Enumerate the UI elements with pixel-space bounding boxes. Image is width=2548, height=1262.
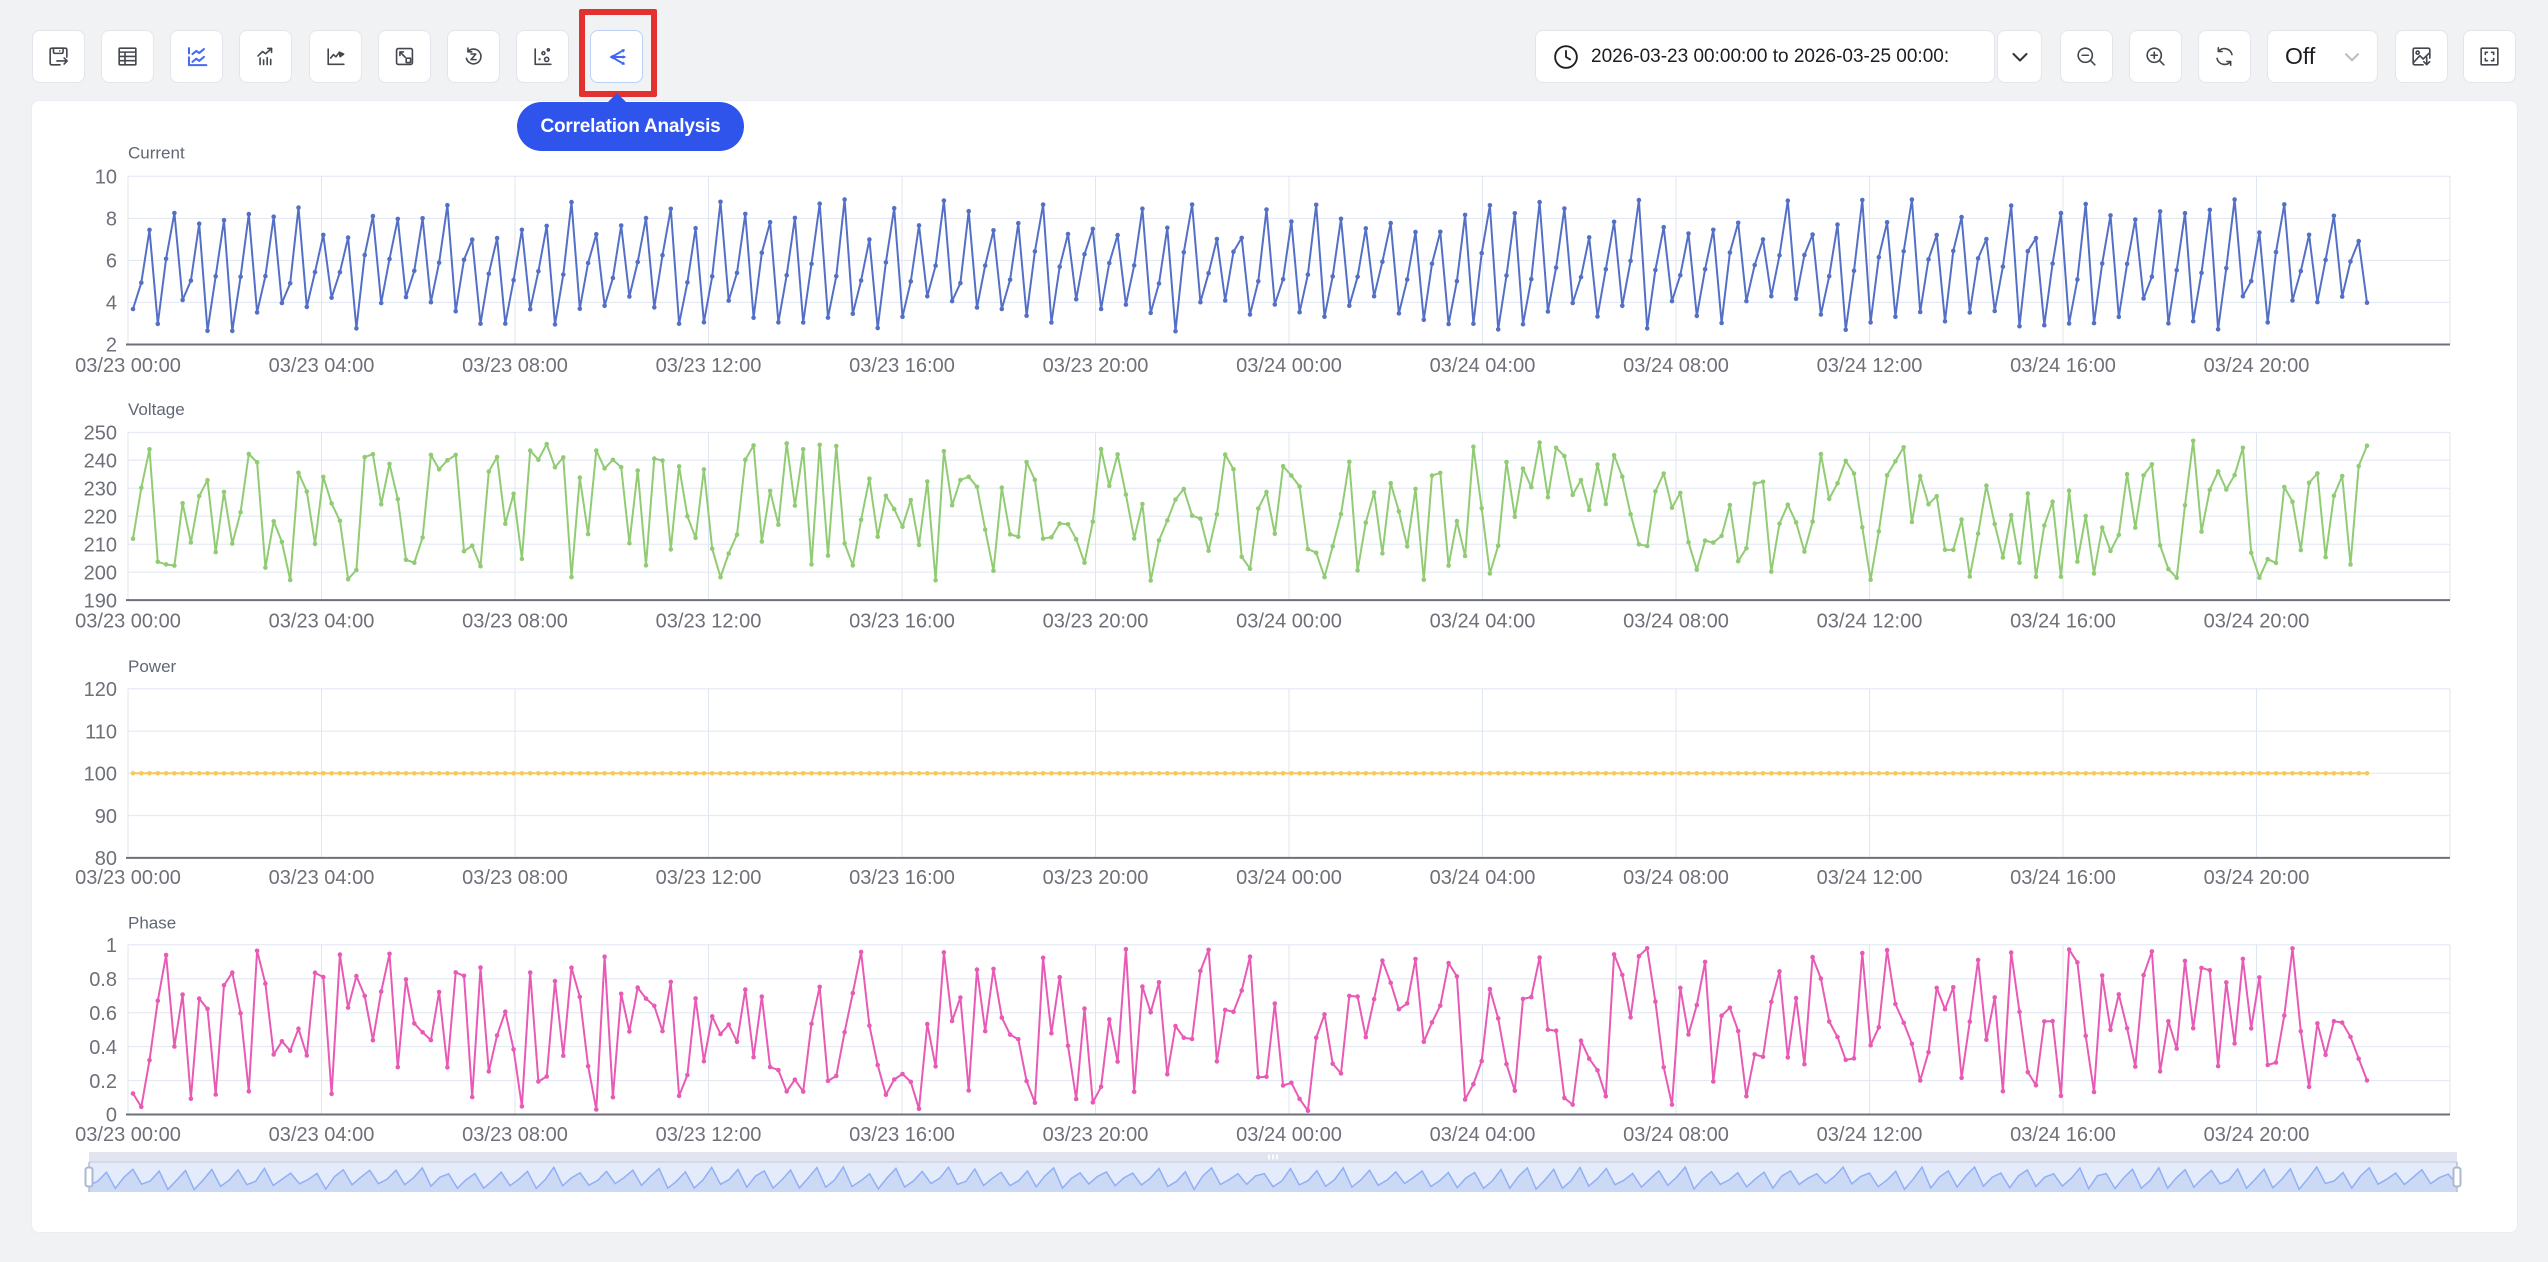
svg-text:03/24 00:00: 03/24 00:00 bbox=[1236, 867, 1342, 889]
svg-text:230: 230 bbox=[84, 479, 117, 501]
svg-text:6: 6 bbox=[106, 251, 117, 273]
svg-text:03/23 16:00: 03/23 16:00 bbox=[849, 355, 955, 377]
svg-text:03/24 04:00: 03/24 04:00 bbox=[1430, 1124, 1536, 1146]
svg-text:03/23 08:00: 03/23 08:00 bbox=[462, 355, 568, 377]
svg-text:03/24 20:00: 03/24 20:00 bbox=[2204, 355, 2310, 377]
svg-text:03/24 20:00: 03/24 20:00 bbox=[2204, 611, 2310, 633]
svg-text:03/24 12:00: 03/24 12:00 bbox=[1817, 867, 1923, 889]
svg-text:03/24 12:00: 03/24 12:00 bbox=[1817, 355, 1923, 377]
svg-text:03/24 00:00: 03/24 00:00 bbox=[1236, 611, 1342, 633]
svg-text:250: 250 bbox=[84, 423, 117, 445]
svg-text:03/23 04:00: 03/23 04:00 bbox=[269, 1124, 375, 1146]
svg-text:03/23 16:00: 03/23 16:00 bbox=[849, 1124, 955, 1146]
svg-text:120: 120 bbox=[84, 679, 117, 701]
svg-text:90: 90 bbox=[95, 806, 117, 828]
svg-text:200: 200 bbox=[84, 562, 117, 584]
svg-text:03/24 16:00: 03/24 16:00 bbox=[2010, 355, 2116, 377]
svg-text:0.6: 0.6 bbox=[89, 1003, 117, 1025]
svg-text:03/24 08:00: 03/24 08:00 bbox=[1623, 611, 1729, 633]
svg-text:03/24 20:00: 03/24 20:00 bbox=[2204, 867, 2310, 889]
svg-text:Power: Power bbox=[128, 657, 177, 676]
svg-text:03/23 08:00: 03/23 08:00 bbox=[462, 611, 568, 633]
svg-text:03/23 20:00: 03/23 20:00 bbox=[1043, 355, 1149, 377]
svg-text:100: 100 bbox=[84, 764, 117, 786]
svg-text:210: 210 bbox=[84, 534, 117, 556]
svg-text:03/24 08:00: 03/24 08:00 bbox=[1623, 867, 1729, 889]
svg-text:03/24 04:00: 03/24 04:00 bbox=[1430, 611, 1536, 633]
svg-text:0.8: 0.8 bbox=[89, 969, 117, 991]
svg-text:03/23 12:00: 03/23 12:00 bbox=[656, 867, 762, 889]
svg-text:03/23 04:00: 03/23 04:00 bbox=[269, 355, 375, 377]
svg-text:190: 190 bbox=[84, 590, 117, 612]
svg-text:240: 240 bbox=[84, 451, 117, 473]
svg-text:4: 4 bbox=[106, 293, 117, 315]
svg-text:03/23 08:00: 03/23 08:00 bbox=[462, 1124, 568, 1146]
svg-text:03/23 16:00: 03/23 16:00 bbox=[849, 611, 955, 633]
svg-text:03/24 16:00: 03/24 16:00 bbox=[2010, 611, 2116, 633]
svg-text:03/24 08:00: 03/24 08:00 bbox=[1623, 1124, 1729, 1146]
svg-text:03/23 04:00: 03/23 04:00 bbox=[269, 611, 375, 633]
svg-text:Voltage: Voltage bbox=[128, 400, 185, 419]
svg-text:03/24 04:00: 03/24 04:00 bbox=[1430, 867, 1536, 889]
svg-text:110: 110 bbox=[85, 721, 117, 743]
svg-text:03/23 20:00: 03/23 20:00 bbox=[1043, 611, 1149, 633]
svg-text:03/23 00:00: 03/23 00:00 bbox=[75, 611, 181, 633]
svg-text:8: 8 bbox=[106, 209, 117, 231]
svg-text:03/24 12:00: 03/24 12:00 bbox=[1817, 611, 1923, 633]
svg-text:80: 80 bbox=[95, 848, 117, 870]
svg-text:03/23 16:00: 03/23 16:00 bbox=[849, 867, 955, 889]
svg-text:0.4: 0.4 bbox=[89, 1037, 117, 1059]
svg-text:03/23 04:00: 03/23 04:00 bbox=[269, 867, 375, 889]
svg-text:03/24 16:00: 03/24 16:00 bbox=[2010, 867, 2116, 889]
svg-text:03/24 08:00: 03/24 08:00 bbox=[1623, 355, 1729, 377]
svg-text:03/23 08:00: 03/23 08:00 bbox=[462, 867, 568, 889]
svg-text:1: 1 bbox=[106, 935, 117, 957]
svg-text:03/23 00:00: 03/23 00:00 bbox=[75, 355, 181, 377]
svg-text:03/23 20:00: 03/23 20:00 bbox=[1043, 1124, 1149, 1146]
svg-text:03/24 00:00: 03/24 00:00 bbox=[1236, 355, 1342, 377]
svg-text:03/24 20:00: 03/24 20:00 bbox=[2204, 1124, 2310, 1146]
svg-text:Phase: Phase bbox=[128, 914, 176, 933]
svg-text:0: 0 bbox=[106, 1105, 117, 1127]
svg-text:03/23 12:00: 03/23 12:00 bbox=[656, 1124, 762, 1146]
svg-text:220: 220 bbox=[84, 507, 117, 529]
svg-text:03/24 00:00: 03/24 00:00 bbox=[1236, 1124, 1342, 1146]
svg-text:03/23 12:00: 03/23 12:00 bbox=[656, 611, 762, 633]
svg-text:10: 10 bbox=[95, 167, 117, 189]
svg-text:03/23 12:00: 03/23 12:00 bbox=[656, 355, 762, 377]
svg-text:03/23 00:00: 03/23 00:00 bbox=[75, 867, 181, 889]
svg-text:0.2: 0.2 bbox=[89, 1071, 117, 1093]
svg-text:2: 2 bbox=[106, 335, 117, 357]
svg-text:Current: Current bbox=[128, 144, 185, 163]
svg-text:03/24 16:00: 03/24 16:00 bbox=[2010, 1124, 2116, 1146]
svg-text:03/23 00:00: 03/23 00:00 bbox=[75, 1124, 181, 1146]
svg-text:03/24 04:00: 03/24 04:00 bbox=[1430, 355, 1536, 377]
svg-text:03/24 12:00: 03/24 12:00 bbox=[1817, 1124, 1923, 1146]
svg-text:03/23 20:00: 03/23 20:00 bbox=[1043, 867, 1149, 889]
